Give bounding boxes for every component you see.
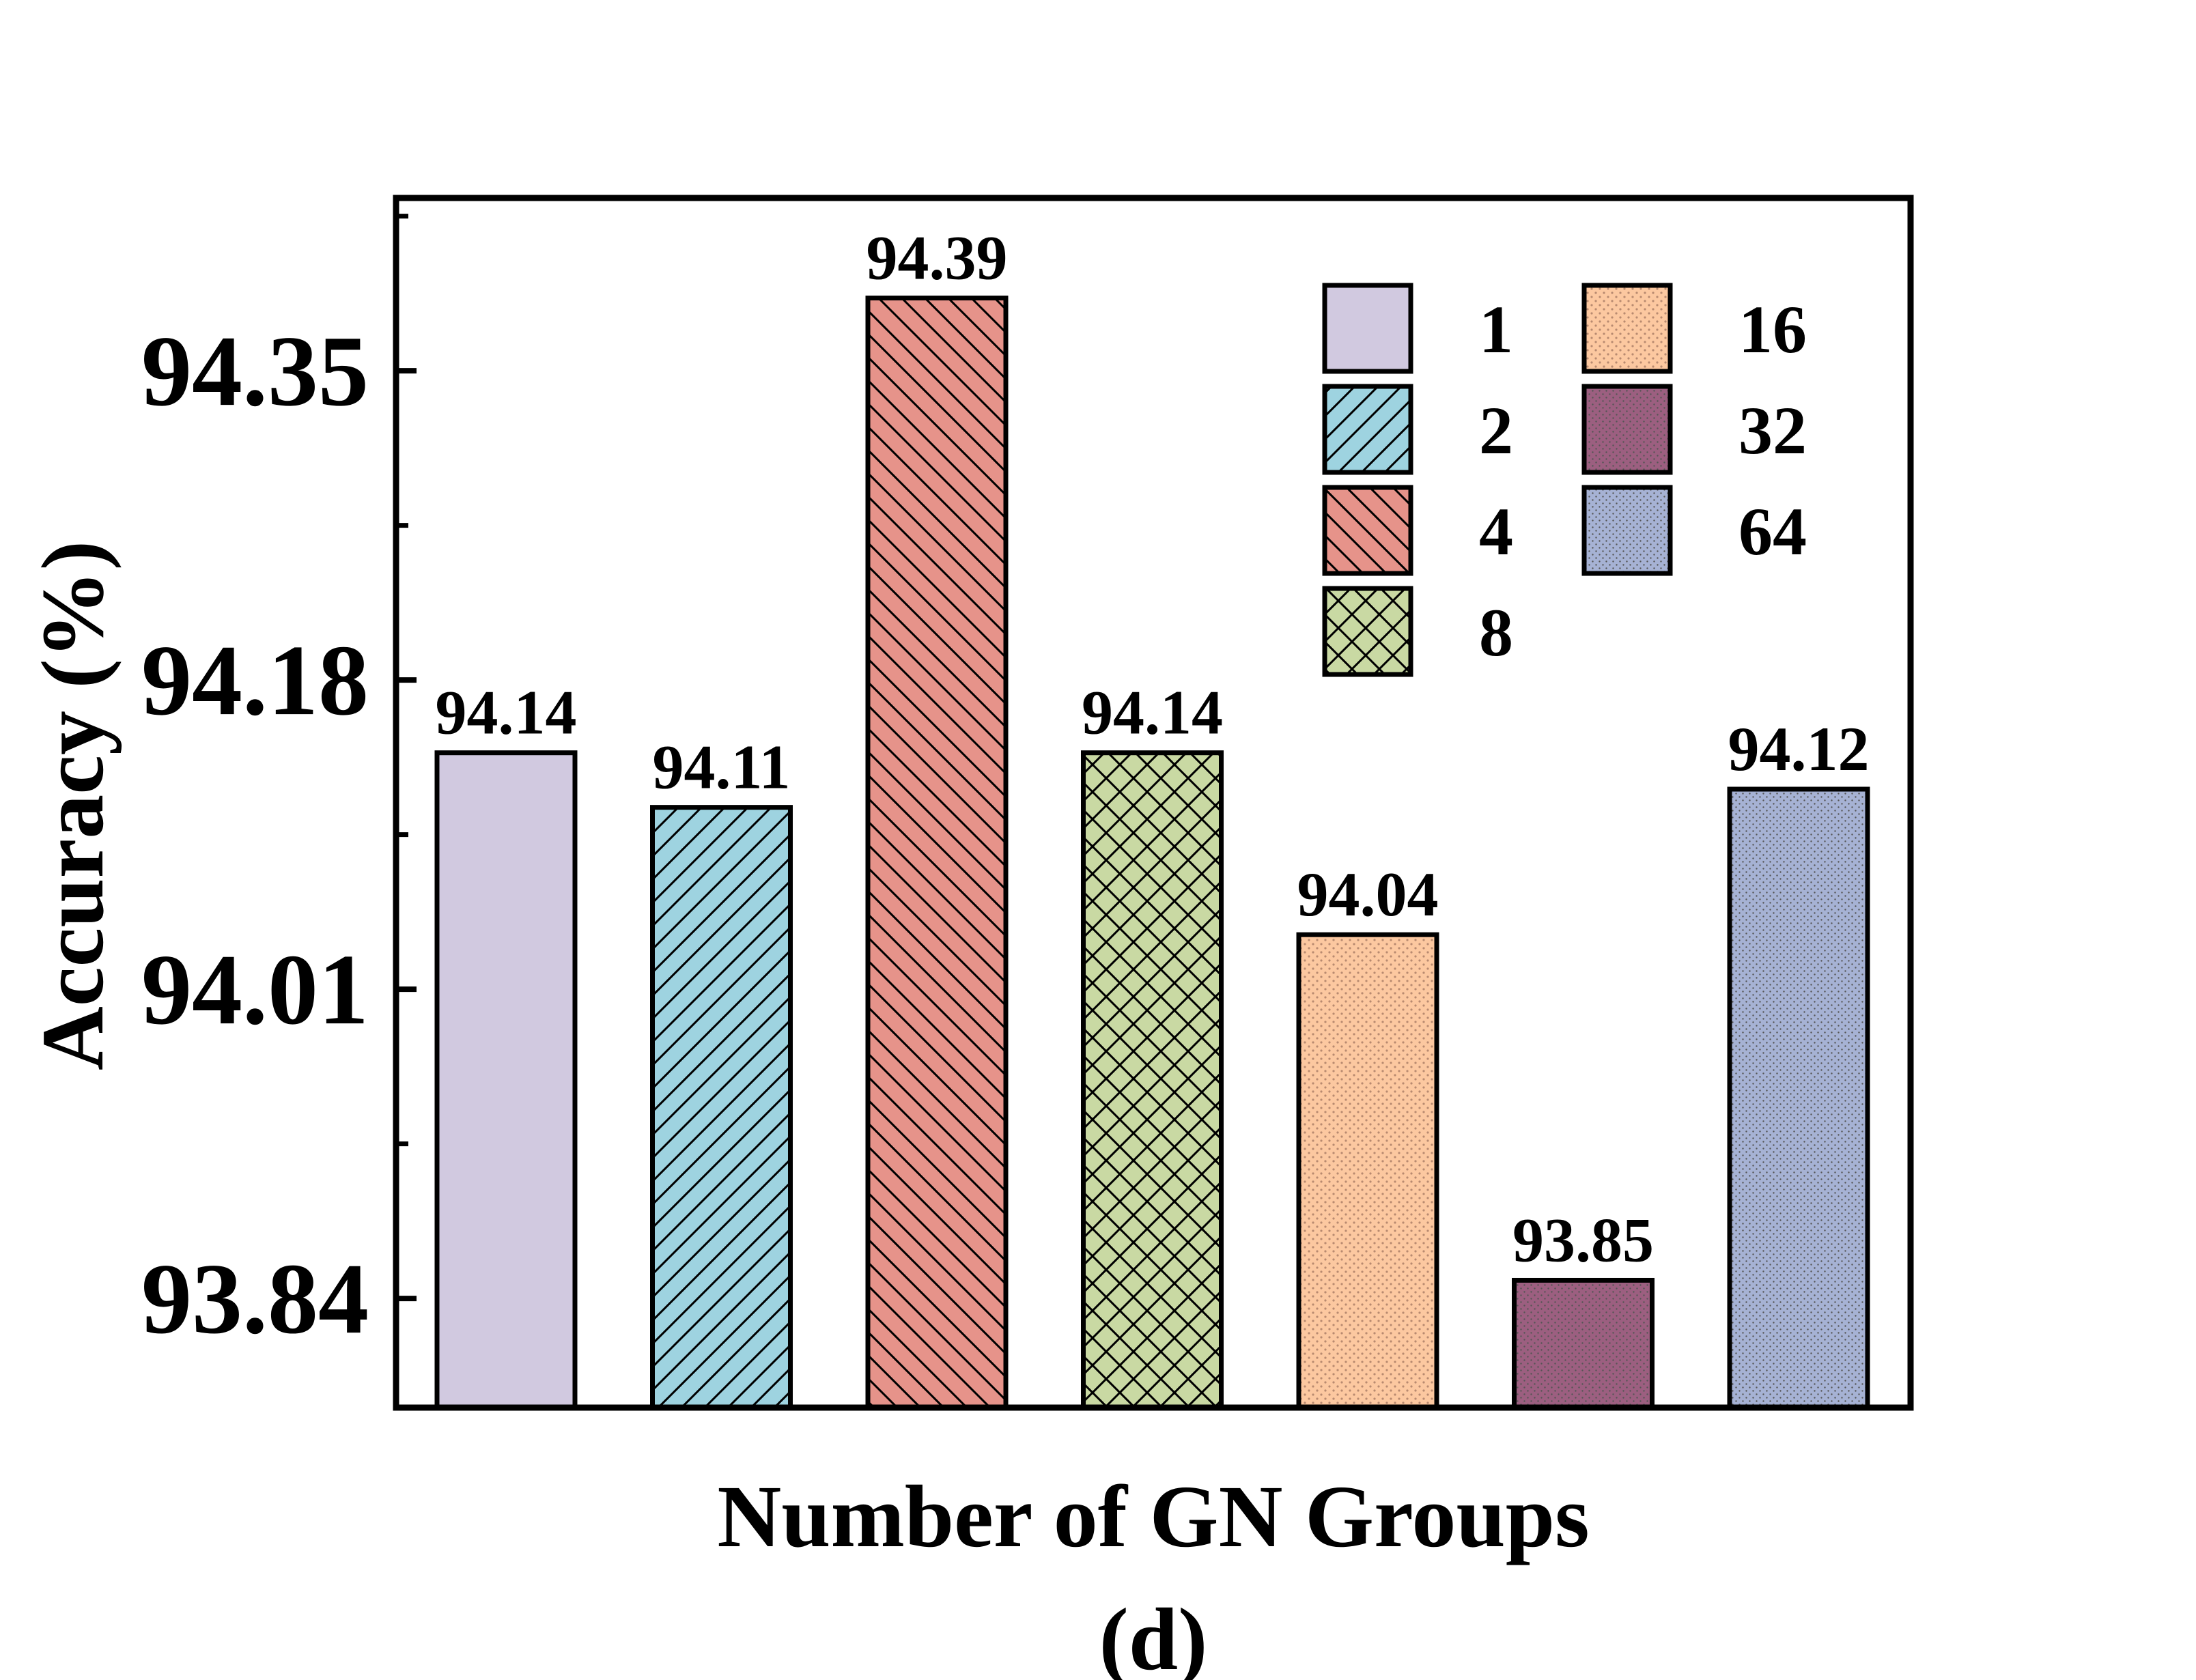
bar-pattern-64 [1730, 789, 1868, 1408]
legend-swatch-outline-4 [1322, 485, 1413, 576]
legend-swatch-1 [1325, 285, 1411, 371]
legend-label-32: 32 [1738, 393, 1807, 468]
legend-swatch-pattern-32 [1584, 386, 1670, 472]
y-axis-title: Accuracy (%) [24, 541, 122, 1070]
legend-label-1: 1 [1479, 291, 1513, 367]
legend-swatch-pattern-16 [1584, 285, 1670, 371]
data-labels: 94.14 94.11 94.39 94.14 94.04 93.85 94.12 [436, 223, 1870, 1275]
legend-swatch-pattern-2 [1325, 386, 1411, 472]
data-label-32: 93.85 [1512, 1205, 1654, 1275]
legend-label-16: 16 [1738, 291, 1807, 367]
plot-frame [393, 195, 1914, 1411]
legend-swatch-outline-1 [1322, 283, 1413, 374]
legend-label-64: 64 [1738, 494, 1807, 569]
legend-label-2: 2 [1479, 393, 1513, 468]
bars [434, 296, 1870, 1410]
bar-pattern-16 [1299, 935, 1437, 1408]
legend-swatch-outline-2 [1322, 384, 1413, 475]
legend-swatch-outline-32 [1581, 384, 1673, 475]
y-tick-label: 93.84 [141, 1243, 369, 1355]
y-axis: 93.84 94.01 94.18 94.35 [141, 214, 417, 1355]
y-tick-label: 94.01 [141, 934, 369, 1046]
x-axis-title: Number of GN Groups [717, 1468, 1589, 1566]
data-label-2: 94.11 [653, 732, 791, 802]
bar-pattern-8 [1083, 752, 1222, 1408]
legend-label-4: 4 [1479, 494, 1513, 569]
legend-swatch-pattern-64 [1584, 487, 1670, 573]
legend-swatch-pattern-8 [1325, 588, 1411, 674]
bar-pattern-4 [868, 298, 1006, 1408]
legend-swatch-outline-16 [1581, 283, 1673, 374]
y-tick-label: 94.35 [141, 315, 369, 427]
bar-pattern-32 [1514, 1280, 1652, 1408]
bar-pattern-2 [652, 807, 791, 1408]
data-label-8: 94.14 [1082, 678, 1223, 748]
data-label-64: 94.12 [1728, 714, 1870, 784]
legend-swatch-outline-64 [1581, 485, 1673, 576]
y-tick-label: 94.18 [141, 625, 369, 737]
legend-label-8: 8 [1479, 595, 1513, 670]
figure-caption: (d) [1099, 1591, 1208, 1680]
data-label-4: 94.39 [867, 223, 1008, 293]
data-label-16: 94.04 [1297, 859, 1439, 929]
legend-swatch-outline-8 [1322, 586, 1413, 677]
legend: 1 2 4 8 16 32 64 [1322, 283, 1807, 677]
legend-swatch-pattern-4 [1325, 487, 1411, 573]
data-label-1: 94.14 [436, 678, 577, 748]
bar-1 [437, 752, 575, 1408]
